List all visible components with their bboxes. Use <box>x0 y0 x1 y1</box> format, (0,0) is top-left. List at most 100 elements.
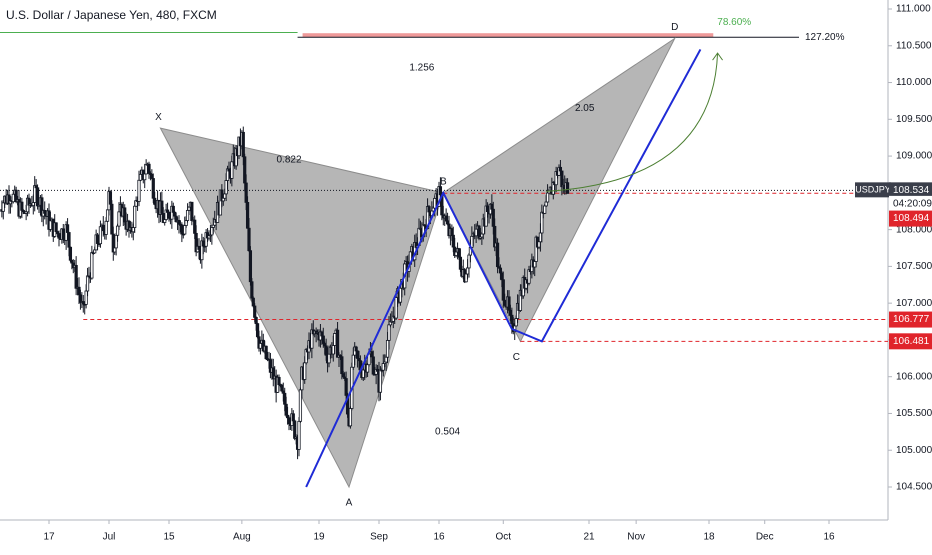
candle-body <box>327 353 331 364</box>
y-tick-label: 107.000 <box>896 298 932 309</box>
candle-body <box>77 286 81 296</box>
candle-body <box>151 178 155 199</box>
candle-body <box>241 131 245 158</box>
candle-body <box>451 234 455 248</box>
candle-body <box>537 241 541 248</box>
candle-body <box>331 345 335 355</box>
candle-body <box>138 173 143 181</box>
candle-body <box>298 389 303 422</box>
candle-body <box>221 197 225 202</box>
candle-body <box>501 279 505 301</box>
x-tick-label: Jul <box>103 532 116 543</box>
ratio-label: 1.256 <box>409 62 434 73</box>
x-tick-label: Oct <box>496 532 512 543</box>
candle-body <box>115 225 120 236</box>
candle-body <box>84 290 88 305</box>
price-tag-bg <box>889 311 932 328</box>
candle-body <box>68 246 73 261</box>
candle-body <box>67 232 71 248</box>
ratio-label: 2.05 <box>575 103 595 114</box>
x-tick-label: Dec <box>756 532 774 543</box>
candle-body <box>361 369 365 378</box>
candle-body <box>251 297 255 307</box>
candle-body <box>185 209 190 221</box>
fib-127-label: 127.20% <box>805 32 845 43</box>
y-tick-label: 105.500 <box>896 408 932 419</box>
candle-body <box>190 201 194 221</box>
candle-body <box>545 192 550 203</box>
price-tag-bg <box>889 195 932 212</box>
y-tick-label: 109.500 <box>896 114 932 125</box>
x-tick-label: 15 <box>163 532 175 543</box>
candle-body <box>458 256 463 270</box>
candle-body <box>474 228 478 237</box>
candle-body <box>508 309 513 316</box>
candle-body <box>348 408 353 427</box>
candle-body <box>565 182 570 194</box>
candle-body <box>133 205 137 228</box>
candle-body <box>254 316 258 325</box>
candles-group <box>0 126 570 460</box>
candle-body <box>324 345 328 356</box>
candle-body <box>354 346 358 352</box>
candle-body <box>183 225 187 235</box>
y-tick-label: 105.000 <box>896 445 932 456</box>
candle-body <box>477 225 481 239</box>
candle-body <box>321 335 325 344</box>
candle-body <box>284 403 288 416</box>
y-tick-label: 110.000 <box>896 77 932 88</box>
candle-body <box>370 351 374 358</box>
candle-body <box>95 234 100 244</box>
candle-body <box>464 273 468 283</box>
candle-body <box>340 356 344 375</box>
candle-body <box>150 173 154 179</box>
pattern-point-A: A <box>346 498 353 509</box>
candle-body <box>93 249 97 254</box>
candle-body <box>495 242 500 268</box>
candle-body <box>108 191 113 205</box>
candle-body <box>201 240 205 247</box>
candle-body <box>247 227 251 252</box>
candle-body <box>244 182 248 203</box>
candle-body <box>210 227 214 236</box>
candle-body <box>438 186 443 196</box>
candle-body <box>160 200 164 214</box>
pattern-point-B: B <box>440 176 447 187</box>
candle-body <box>123 207 127 223</box>
y-tick-label: 111.000 <box>896 4 931 15</box>
x-tick-label: Sep <box>370 532 388 543</box>
pattern-point-X: X <box>155 112 162 123</box>
candle-body <box>543 205 547 214</box>
candle-body <box>558 166 563 172</box>
candle-body <box>485 205 490 213</box>
candle-body <box>147 163 151 174</box>
candle-body <box>184 220 188 226</box>
candle-body <box>381 363 385 371</box>
candle-body <box>137 179 141 202</box>
x-tick-label: 19 <box>313 532 325 543</box>
candle-body <box>243 156 247 184</box>
candle-body <box>113 247 117 253</box>
candle-body <box>387 324 391 341</box>
candle-body <box>117 211 121 227</box>
candle-body <box>224 180 228 195</box>
candle-body <box>293 420 297 439</box>
x-tick-label: 21 <box>583 532 595 543</box>
candle-body <box>20 201 24 211</box>
candle-body <box>31 202 35 207</box>
candle-body <box>264 345 268 360</box>
price-tag-bg <box>889 182 932 199</box>
abcd-projection-line <box>305 48 702 488</box>
candle-body <box>43 210 47 214</box>
y-tick-label: 110.500 <box>896 40 932 51</box>
candle-body <box>320 331 324 337</box>
candle-body <box>433 197 437 209</box>
candle-body <box>85 275 90 292</box>
pattern-point-D: D <box>671 22 678 33</box>
candle-body <box>427 206 431 213</box>
x-tick-label: 16 <box>433 532 445 543</box>
x-tick-label: Nov <box>627 532 645 543</box>
candle-body <box>253 305 257 318</box>
